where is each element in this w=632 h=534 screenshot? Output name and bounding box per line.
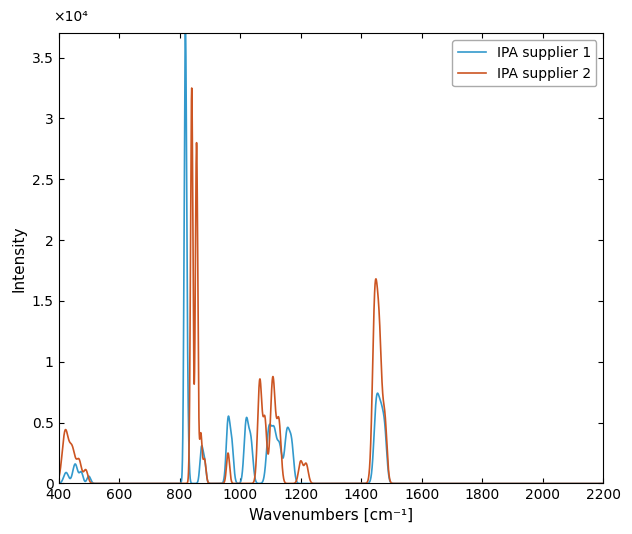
IPA supplier 2 <box>377 354 385 360</box>
IPA supplier 2 <box>401 480 408 486</box>
IPA supplier 1 <box>252 478 260 484</box>
Legend: IPA supplier 1, IPA supplier 2: IPA supplier 1, IPA supplier 2 <box>452 40 597 87</box>
IPA supplier 2 <box>252 462 260 469</box>
Y-axis label: Intensity: Intensity <box>11 225 26 292</box>
Line: IPA supplier 1: IPA supplier 1 <box>59 26 604 483</box>
IPA supplier 1 <box>459 480 466 486</box>
IPA supplier 1 <box>55 480 63 486</box>
IPA supplier 2 <box>459 480 466 486</box>
Text: ×10⁴: ×10⁴ <box>53 10 88 25</box>
IPA supplier 2 <box>600 480 607 486</box>
IPA supplier 1 <box>471 480 478 486</box>
IPA supplier 1 <box>401 480 408 486</box>
IPA supplier 2 <box>188 85 195 91</box>
X-axis label: Wavenumbers [cm⁻¹]: Wavenumbers [cm⁻¹] <box>249 508 413 523</box>
IPA supplier 2 <box>55 476 63 482</box>
IPA supplier 2 <box>82 467 90 473</box>
IPA supplier 1 <box>377 399 385 405</box>
IPA supplier 1 <box>181 22 189 29</box>
IPA supplier 1 <box>600 480 607 486</box>
IPA supplier 1 <box>82 478 90 484</box>
IPA supplier 2 <box>488 480 495 486</box>
IPA supplier 1 <box>488 480 495 486</box>
IPA supplier 2 <box>469 480 477 486</box>
Line: IPA supplier 2: IPA supplier 2 <box>59 88 604 483</box>
